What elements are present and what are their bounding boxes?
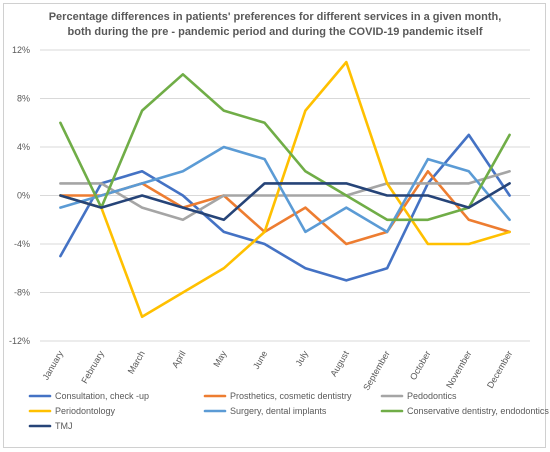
x-tick-label: December	[485, 349, 514, 390]
y-tick-label: 0%	[17, 191, 30, 201]
series-line	[59, 145, 511, 234]
series-line	[59, 182, 511, 222]
x-tick-label: July	[293, 349, 310, 368]
y-tick-label: 4%	[17, 142, 30, 152]
legend-label: Periodontology	[55, 406, 116, 416]
series-lines	[59, 60, 511, 319]
x-tick-label: November	[444, 349, 473, 390]
x-tick-label: June	[251, 349, 269, 371]
x-tick-label: February	[79, 349, 106, 386]
series-line	[59, 133, 511, 282]
y-tick-label: 12%	[12, 45, 30, 55]
legend-label: Prosthetics, cosmetic dentistry	[230, 391, 352, 401]
x-tick-label: April	[170, 349, 188, 370]
x-tick-label: January	[40, 349, 65, 382]
x-tick-label: August	[328, 349, 351, 379]
series-line	[59, 73, 511, 222]
x-tick-label: October	[408, 349, 433, 382]
series-line	[59, 60, 511, 319]
legend-label: Conservative dentistry, endodontics	[407, 406, 549, 416]
legend-label: Consultation, check -up	[55, 391, 149, 401]
legend-label: Pedodontics	[407, 391, 457, 401]
x-tick-label: September	[361, 349, 392, 392]
x-tick-label: May	[211, 349, 228, 369]
legend-label: Surgery, dental implants	[230, 406, 327, 416]
y-tick-label: -8%	[14, 288, 30, 298]
y-tick-label: 8%	[17, 94, 30, 104]
x-tick-label: March	[126, 349, 147, 376]
legend-label: TMJ	[55, 421, 73, 431]
y-axis-ticks: -12% -8% -4% 0% 4% 8% 12%	[9, 45, 30, 346]
y-tick-label: -12%	[9, 336, 30, 346]
legend: Consultation, check -up Prosthetics, cosm…	[28, 391, 549, 431]
x-axis-ticks: January February March April May June July Augu…	[40, 349, 514, 393]
chart-title: Percentage differences in patients' pref…	[48, 11, 502, 38]
y-tick-label: -4%	[14, 239, 30, 249]
